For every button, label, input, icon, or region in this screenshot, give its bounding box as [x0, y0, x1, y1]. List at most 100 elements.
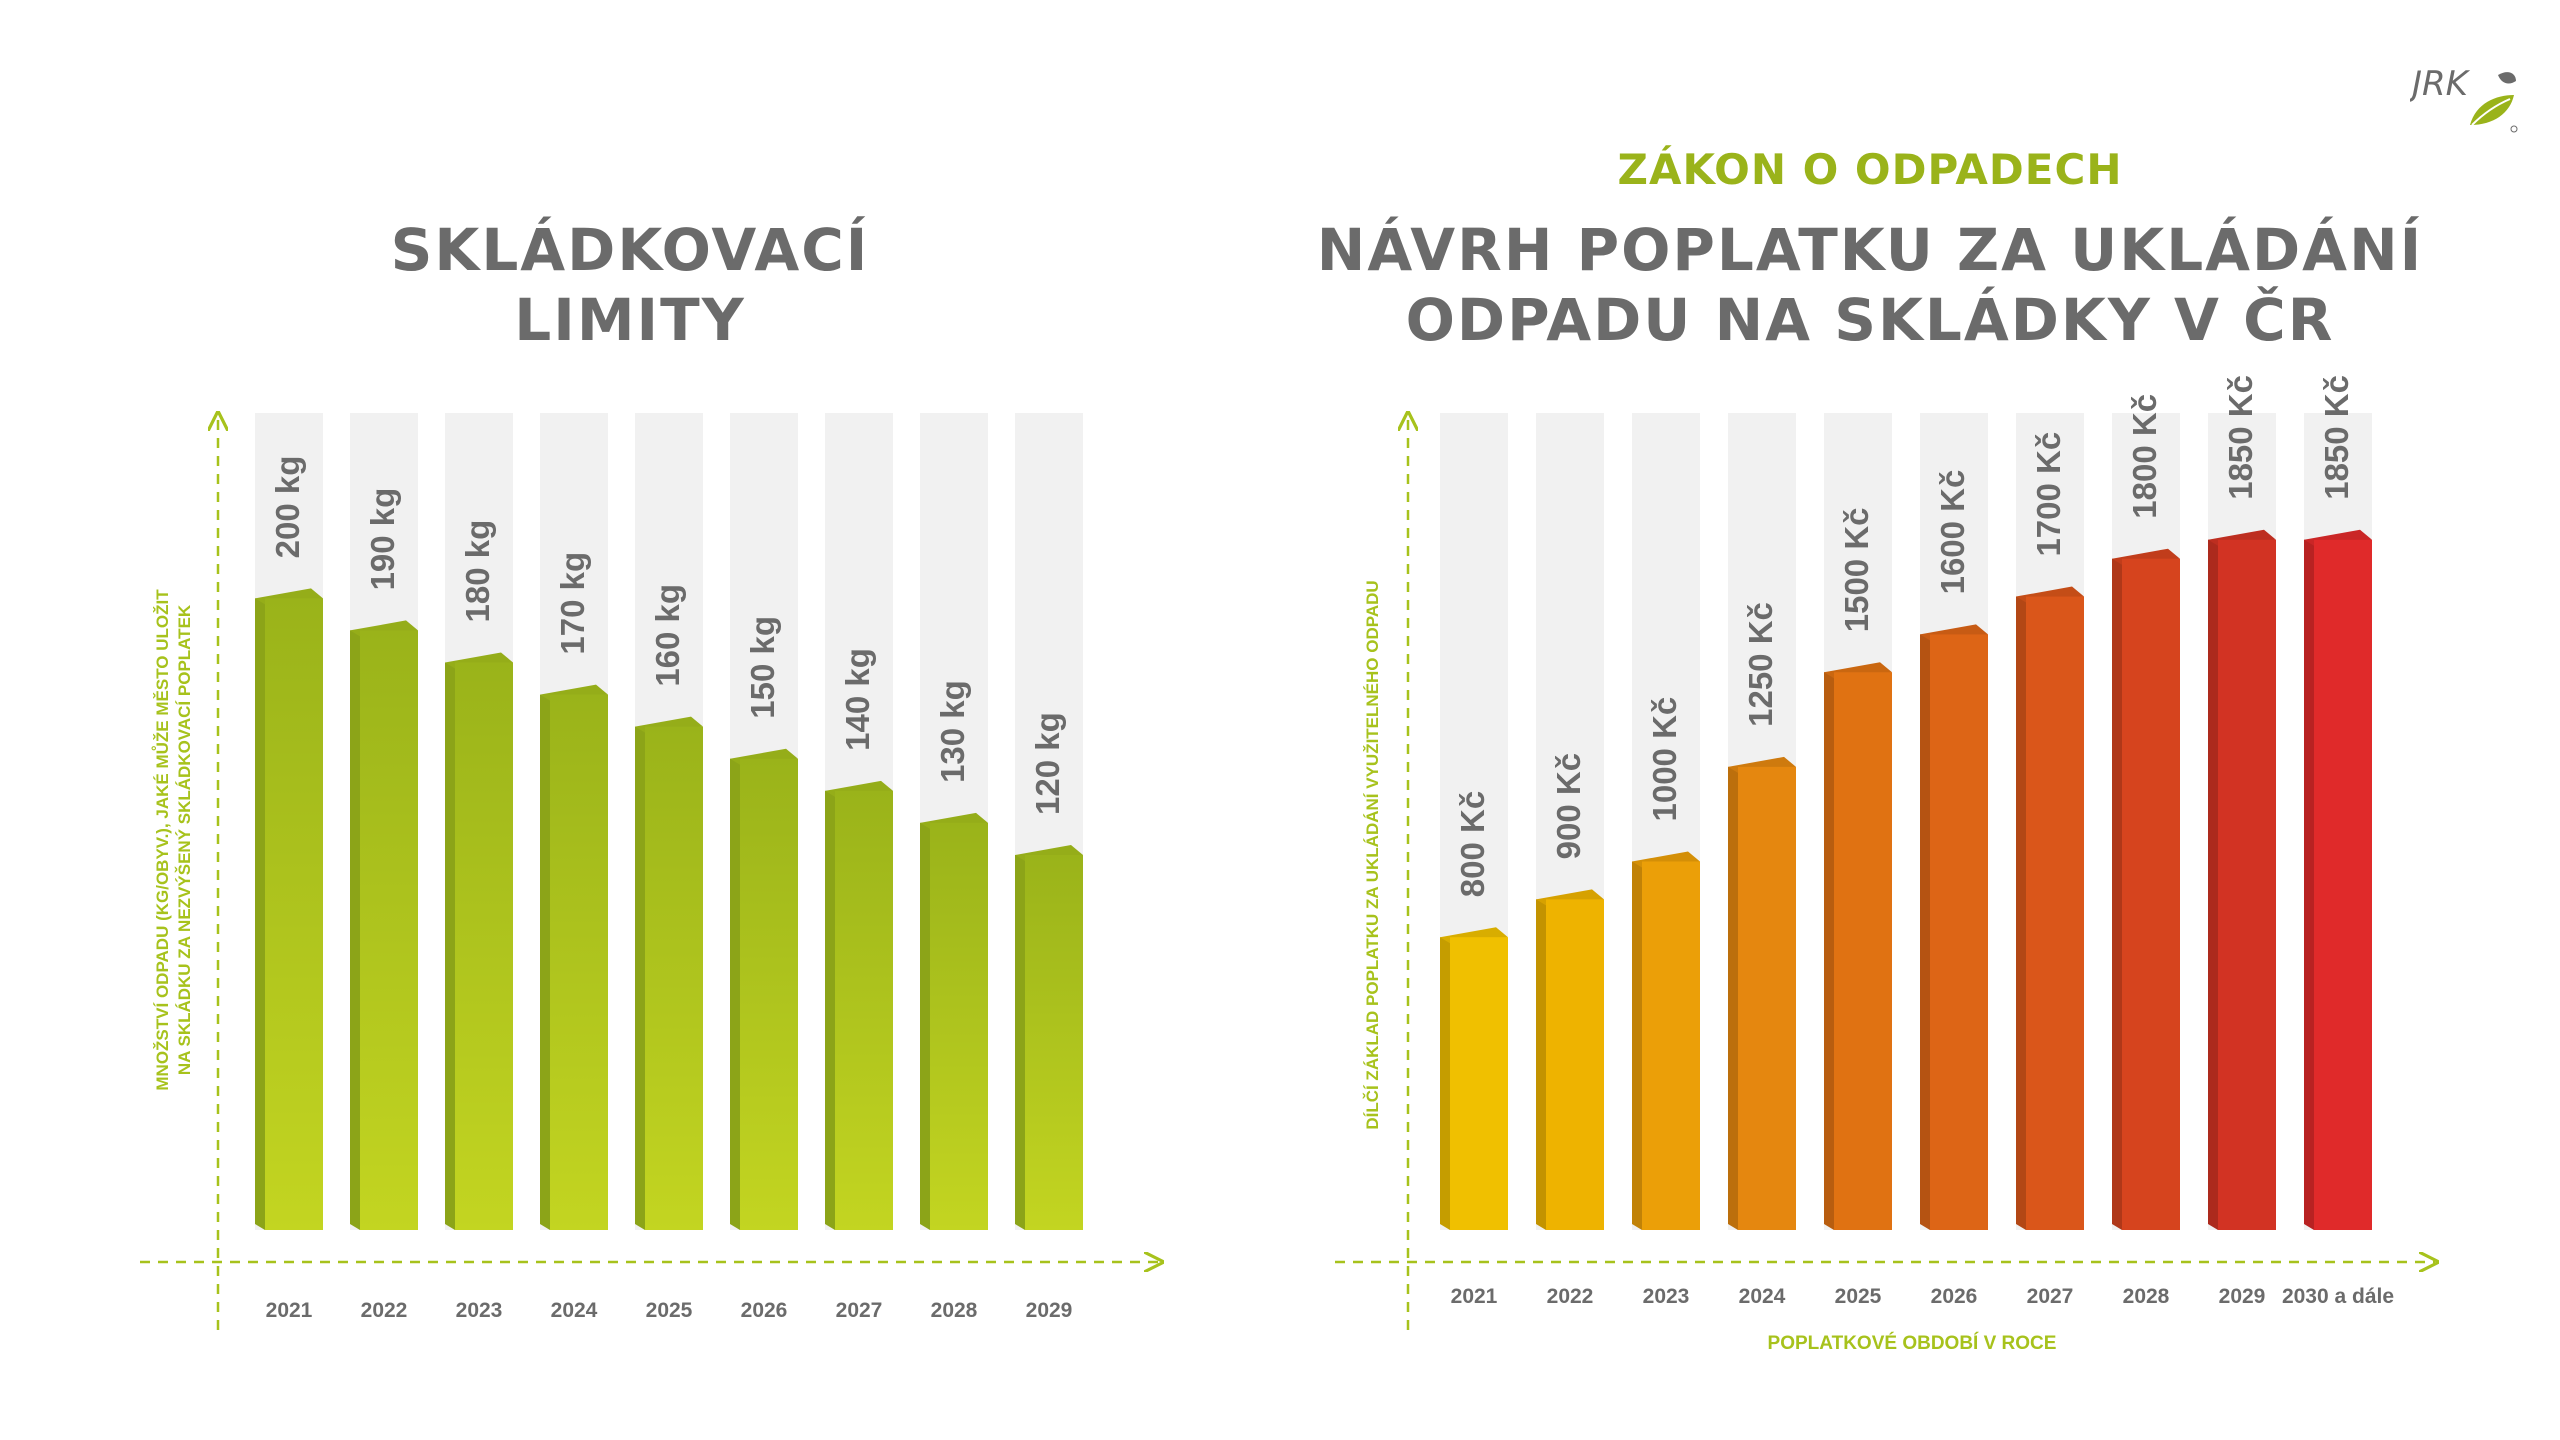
left-bar-front-2029 [1025, 855, 1083, 1230]
left-bar-front-2022 [360, 630, 418, 1230]
right-bar-front-2027 [2026, 596, 2084, 1230]
right-x-label: POPLATKOVÉ OBDOBÍ V ROCE [1768, 1332, 2057, 1354]
right-value-labels: 800 Kč 900 Kč 1000 Kč 1250 Kč 1500 Kč 1600 Kč… [1454, 375, 2355, 897]
left-x-tick-2021: 2021 [266, 1299, 313, 1322]
left-bar-side-2026 [730, 758, 740, 1230]
left-value-label-2022: 190 kg [364, 488, 401, 591]
right-bars [1440, 529, 2372, 1230]
left-value-label-2024: 170 kg [554, 552, 591, 655]
left-bar-side-2027 [825, 790, 835, 1230]
left-bar-2026 [730, 748, 798, 1230]
right-value-label-2026: 1600 Kč [1934, 470, 1971, 595]
left-bar-side-2024 [540, 694, 550, 1230]
right-bar-front-2021 [1450, 937, 1508, 1230]
left-x-tick-2022: 2022 [361, 1299, 408, 1322]
right-value-label-2025: 1500 Kč [1838, 507, 1875, 632]
left-value-labels: 200 kg 190 kg 180 kg 170 kg 160 kg 150 kg 140 … [269, 456, 1066, 815]
right-bar-2022 [1536, 889, 1604, 1230]
right-bar-side-2028 [2112, 558, 2122, 1230]
left-bar-front-2028 [930, 822, 988, 1230]
left-value-label-2025: 160 kg [649, 584, 686, 687]
left-bar-front-2024 [550, 694, 608, 1230]
right-bar-2026 [1920, 624, 1988, 1230]
right-bar-front-2025 [1834, 672, 1892, 1230]
left-bar-2024 [540, 684, 608, 1230]
left-bar-2021 [255, 588, 323, 1230]
right-x-tick-2030-a-dále: 2030 a dále [2282, 1285, 2394, 1308]
jrk-logo-icon: JRK [2406, 64, 2518, 133]
left-chart-title: SKLÁDKOVACÍ LIMITY [210, 215, 1050, 355]
right-value-label-2024: 1250 Kč [1742, 602, 1779, 727]
right-y-label: DÍLČÍ ZÁKLAD POPLATKU ZA UKLÁDÁNÍ VYUŽIT… [1363, 580, 1382, 1129]
left-y-label-line-1: MNOŽSTVÍ ODPADU (KG/OBYV.), JAKÉ MŮŽE MĚ… [152, 589, 172, 1091]
right-bar-side-2027 [2016, 596, 2026, 1230]
left-bar-side-2021 [255, 598, 265, 1230]
left-value-label-2026: 150 kg [744, 616, 781, 719]
right-bar-front-2022 [1546, 899, 1604, 1230]
right-title-line-2: ODPADU NA SKLÁDKY V ČR [1405, 286, 2335, 354]
left-bar-front-2026 [740, 758, 798, 1230]
left-x-tick-2024: 2024 [551, 1299, 598, 1322]
left-x-tick-2025: 2025 [646, 1299, 693, 1322]
right-bar-2030-a-dále [2304, 529, 2372, 1230]
right-bar-front-2029 [2218, 539, 2276, 1230]
right-x-tick-2027: 2027 [2027, 1285, 2074, 1308]
left-bar-2022 [350, 620, 418, 1230]
right-bar-front-2026 [1930, 634, 1988, 1230]
right-bar-2027 [2016, 586, 2084, 1230]
right-chart-subtitle: ZÁKON O ODPADECH [1617, 145, 2123, 194]
right-x-tick-2024: 2024 [1739, 1285, 1786, 1308]
right-x-tick-labels: 2021 2022 2023 2024 2025 2026 2027 2028 2029 2030… [1451, 1285, 2394, 1308]
left-bar-front-2025 [645, 726, 703, 1230]
left-bar-2025 [635, 716, 703, 1230]
svg-text:JRK: JRK [2410, 64, 2471, 104]
left-bar-side-2022 [350, 630, 360, 1230]
right-bar-side-2022 [1536, 899, 1546, 1230]
right-bar-2023 [1632, 851, 1700, 1230]
right-value-label-2022: 900 Kč [1550, 753, 1587, 859]
right-bar-side-2021 [1440, 937, 1450, 1230]
right-bar-2024 [1728, 756, 1796, 1230]
left-value-label-2021: 200 kg [269, 456, 306, 559]
right-title-line-1: NÁVRH POPLATKU ZA UKLÁDÁNÍ [1316, 216, 2424, 284]
right-bar-front-2023 [1642, 861, 1700, 1230]
right-bar-side-2029 [2208, 539, 2218, 1230]
right-value-label-2029: 1850 Kč [2222, 375, 2259, 500]
left-bar-side-2025 [635, 726, 645, 1230]
right-value-label-2023: 1000 Kč [1646, 697, 1683, 822]
right-bar-front-2030-a-dále [2314, 539, 2372, 1230]
right-value-label-2028: 1800 Kč [2126, 394, 2163, 519]
right-x-tick-2029: 2029 [2219, 1285, 2266, 1308]
right-x-tick-2023: 2023 [1643, 1285, 1690, 1308]
left-bar-2028 [920, 812, 988, 1230]
left-bar-front-2023 [455, 662, 513, 1230]
left-bar-side-2023 [445, 662, 455, 1230]
left-x-tick-2026: 2026 [741, 1299, 788, 1322]
left-title-line-2: LIMITY [514, 286, 746, 354]
jrk-logo: JRK [2406, 55, 2520, 140]
right-bar-side-2026 [1920, 634, 1930, 1230]
left-y-label-line-2: NA SKLÁDKU ZA NEZVÝŠENÝ SKLÁDKOVACÍ POPL… [175, 604, 194, 1075]
right-chart-title: NÁVRH POPLATKU ZA UKLÁDÁNÍ ODPADU NA SKL… [1210, 215, 2530, 355]
left-value-label-2029: 120 kg [1029, 712, 1066, 815]
right-value-label-2027: 1700 Kč [2030, 432, 2067, 557]
left-bar-front-2021 [265, 598, 323, 1230]
right-bar-2021 [1440, 927, 1508, 1230]
right-value-label-2030-a-dále: 1850 Kč [2318, 375, 2355, 500]
left-value-label-2027: 140 kg [839, 648, 876, 751]
right-bar-side-2024 [1728, 766, 1738, 1230]
right-bar-side-2023 [1632, 861, 1642, 1230]
left-x-tick-2027: 2027 [836, 1299, 883, 1322]
right-x-tick-2021: 2021 [1451, 1285, 1498, 1308]
left-bar-2023 [445, 652, 513, 1230]
right-x-tick-2022: 2022 [1547, 1285, 1594, 1308]
left-x-tick-labels: 2021 2022 2023 2024 2025 2026 2027 2028 2029 [266, 1299, 1073, 1322]
left-bar-front-2027 [835, 790, 893, 1230]
left-value-label-2023: 180 kg [459, 520, 496, 623]
right-bar-2029 [2208, 529, 2276, 1230]
left-bars [255, 588, 1083, 1230]
left-bar-2027 [825, 780, 893, 1230]
left-bar-side-2029 [1015, 855, 1025, 1230]
right-bar-side-2025 [1824, 672, 1834, 1230]
